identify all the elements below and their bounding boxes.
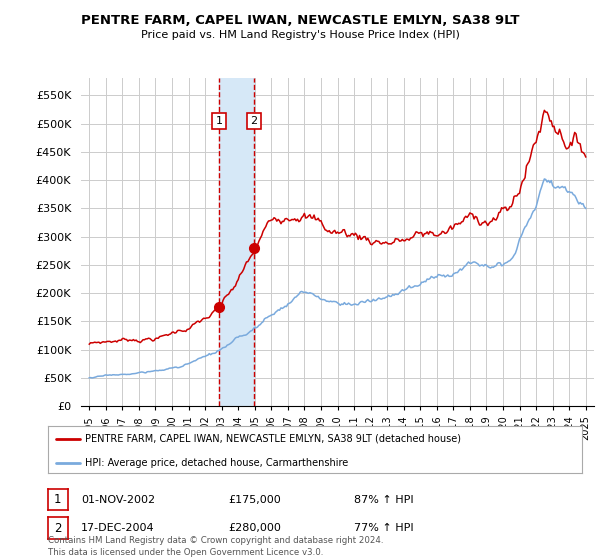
Bar: [219, 78, 254, 406]
Text: 1: 1: [215, 116, 223, 126]
Text: PENTRE FARM, CAPEL IWAN, NEWCASTLE EMLYN, SA38 9LT (detached house): PENTRE FARM, CAPEL IWAN, NEWCASTLE EMLYN…: [85, 434, 461, 444]
Text: 77% ↑ HPI: 77% ↑ HPI: [354, 523, 413, 533]
Text: HPI: Average price, detached house, Carmarthenshire: HPI: Average price, detached house, Carm…: [85, 458, 349, 468]
Text: 2: 2: [54, 521, 62, 535]
Text: 2: 2: [251, 116, 257, 126]
Text: PENTRE FARM, CAPEL IWAN, NEWCASTLE EMLYN, SA38 9LT: PENTRE FARM, CAPEL IWAN, NEWCASTLE EMLYN…: [81, 14, 519, 27]
Text: 1: 1: [54, 493, 62, 506]
Text: £280,000: £280,000: [228, 523, 281, 533]
Text: £175,000: £175,000: [228, 494, 281, 505]
Text: 17-DEC-2004: 17-DEC-2004: [81, 523, 155, 533]
Text: 87% ↑ HPI: 87% ↑ HPI: [354, 494, 413, 505]
Text: Price paid vs. HM Land Registry's House Price Index (HPI): Price paid vs. HM Land Registry's House …: [140, 30, 460, 40]
Text: 01-NOV-2002: 01-NOV-2002: [81, 494, 155, 505]
Text: Contains HM Land Registry data © Crown copyright and database right 2024.
This d: Contains HM Land Registry data © Crown c…: [48, 536, 383, 557]
